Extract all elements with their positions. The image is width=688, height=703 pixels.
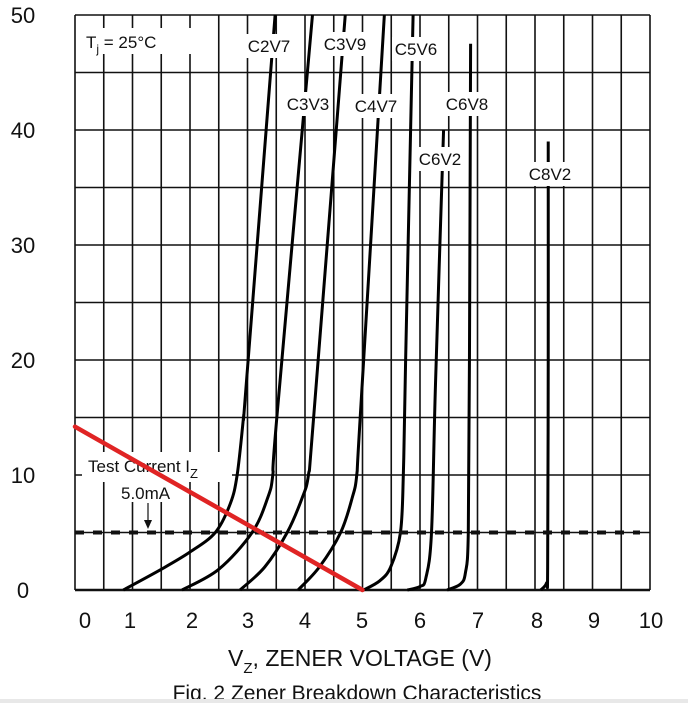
svg-text:Tj = 25°C: Tj = 25°C xyxy=(86,33,156,56)
x-tick-label: 1 xyxy=(124,608,136,633)
x-tick-label: 0 xyxy=(79,608,91,633)
test-current-value: 5.0mA xyxy=(121,484,171,503)
curve-c5v6 xyxy=(362,14,415,592)
series-label: C8V2 xyxy=(529,165,572,184)
temp-label-rest: = 25°C xyxy=(99,33,156,52)
x-axis-title: VZ, ZENER VOLTAGE (V) xyxy=(228,645,492,677)
curve-c3v9 xyxy=(239,14,347,592)
x-tick-label: 6 xyxy=(414,608,426,633)
test-current-sub: Z xyxy=(190,466,198,481)
temp-label-main: T xyxy=(86,33,96,52)
series-label-bg xyxy=(416,147,464,171)
temperature-annotation: Tj = 25°C xyxy=(82,28,194,56)
series-label-bg xyxy=(352,94,400,118)
x-tick-label: 5 xyxy=(356,608,368,633)
y-tick-label: 40 xyxy=(11,118,35,143)
curve-c6v8 xyxy=(446,43,473,592)
temp-label-sub: j xyxy=(95,42,99,56)
arrow-head-icon xyxy=(144,520,152,529)
series-label: C2V7 xyxy=(248,37,291,56)
series-label: C5V6 xyxy=(395,40,438,59)
load-line xyxy=(72,424,365,593)
series-label: C6V8 xyxy=(446,95,489,114)
series-label: C3V3 xyxy=(287,95,330,114)
curve-c6v2 xyxy=(406,129,446,592)
y-tick-label: 20 xyxy=(11,348,35,373)
series-label-bg xyxy=(245,34,293,58)
y-tick-label: 0 xyxy=(17,578,29,603)
series-label-bg xyxy=(526,162,574,186)
x-tick-label: 7 xyxy=(472,608,484,633)
curve-c8v2 xyxy=(539,141,550,592)
series-label: C6V2 xyxy=(419,150,462,169)
curve-c4v7 xyxy=(296,14,386,592)
x-tick-label: 8 xyxy=(531,608,543,633)
series-label-bg xyxy=(284,92,332,116)
test-current-annotation: Test Current IZ 5.0mA xyxy=(82,452,232,529)
x-tick-label: 10 xyxy=(639,608,663,633)
x-tick-label: 4 xyxy=(299,608,311,633)
curve-c3v3 xyxy=(181,14,314,592)
x-tick-label: 9 xyxy=(588,608,600,633)
curve-c2v7 xyxy=(122,14,277,592)
tick-labels: 0 1 2 3 4 5 6 7 8 9 10 0 10 20 30 40 50 xyxy=(11,3,663,633)
y-tick-label: 50 xyxy=(11,3,35,28)
test-current-label: Test Current I xyxy=(88,457,190,476)
series-label-bg xyxy=(321,32,369,56)
series-labels: C2V7 C3V3 C3V9 C4V7 C5V6 C6V2 C6V8 C8V2 xyxy=(245,32,574,186)
svg-text:Test Current IZ: Test Current IZ xyxy=(88,457,198,481)
x-tick-label: 2 xyxy=(186,608,198,633)
series-label-bg xyxy=(443,92,491,116)
x-tick-label: 3 xyxy=(242,608,254,633)
y-tick-label: 30 xyxy=(11,233,35,258)
bottom-strip xyxy=(0,699,688,703)
series-label: C4V7 xyxy=(355,97,398,116)
figure-caption: Fig. 2 Zener Breakdown Characteristics xyxy=(173,682,542,703)
series-label: C3V9 xyxy=(324,35,367,54)
y-tick-label: 10 xyxy=(11,463,35,488)
series-label-bg xyxy=(392,37,440,61)
curves xyxy=(122,14,550,592)
